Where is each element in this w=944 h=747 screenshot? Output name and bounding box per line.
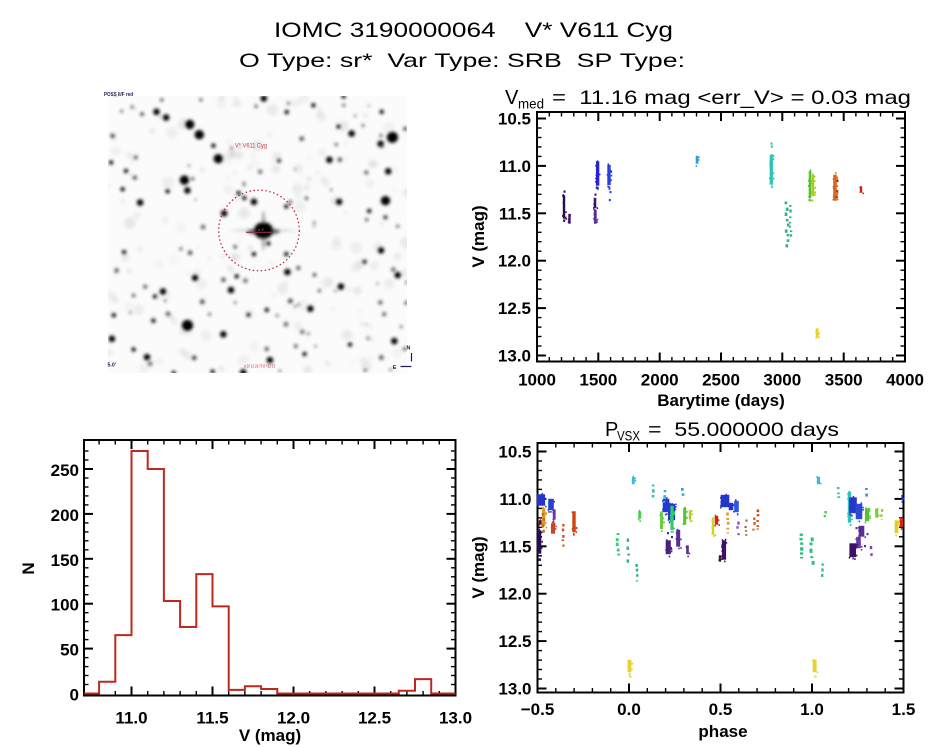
svg-text:−0.5: −0.5 bbox=[521, 700, 555, 719]
svg-text:E: E bbox=[393, 365, 397, 371]
svg-text:O Type: sr* Var Type: SRB SP: O Type: sr* Var Type: SRB SP Type: bbox=[239, 50, 685, 72]
svg-text:V* V611 Cyg: V* V611 Cyg bbox=[235, 144, 267, 150]
svg-text:1.0: 1.0 bbox=[800, 700, 824, 719]
svg-text:Barytime (days): Barytime (days) bbox=[657, 391, 785, 410]
svg-text:200: 200 bbox=[51, 506, 79, 525]
svg-text:13.0: 13.0 bbox=[498, 680, 531, 699]
svg-text:= 11.16 mag <err_V> = 0.03 ma: = 11.16 mag <err_V> = 0.03 mag bbox=[552, 87, 911, 109]
svg-text:N: N bbox=[407, 346, 411, 352]
svg-text:5.0': 5.0' bbox=[108, 363, 116, 369]
svg-text:12.0: 12.0 bbox=[498, 252, 531, 271]
svg-text:phase: phase bbox=[698, 722, 747, 741]
svg-text:4000: 4000 bbox=[886, 371, 924, 390]
svg-text:V (mag): V (mag) bbox=[469, 205, 488, 267]
svg-text:11.5: 11.5 bbox=[499, 204, 531, 223]
svg-text:13.0: 13.0 bbox=[498, 347, 531, 366]
svg-text:N: N bbox=[19, 562, 38, 574]
svg-text:11.5: 11.5 bbox=[196, 709, 228, 728]
svg-text:V: V bbox=[505, 87, 519, 109]
svg-text:1500: 1500 bbox=[579, 371, 617, 390]
svg-text:11.0: 11.0 bbox=[499, 490, 531, 509]
svg-text:12.0: 12.0 bbox=[498, 585, 531, 604]
svg-text:13.0: 13.0 bbox=[439, 709, 472, 728]
svg-text:α 20 13 28.70 δ +32 53: α 20 13 28.70 δ +32 53 bbox=[244, 363, 275, 368]
svg-text:1.5: 1.5 bbox=[892, 700, 916, 719]
svg-text:3000: 3000 bbox=[763, 371, 801, 390]
svg-text:10.5: 10.5 bbox=[498, 443, 531, 462]
svg-text:VSX: VSX bbox=[617, 429, 640, 444]
svg-text:12.5: 12.5 bbox=[498, 299, 531, 318]
svg-text:0.0: 0.0 bbox=[617, 700, 641, 719]
svg-text:2000: 2000 bbox=[641, 371, 679, 390]
svg-text:V (mag): V (mag) bbox=[469, 536, 488, 598]
svg-text:11.5: 11.5 bbox=[499, 537, 531, 556]
svg-text:100: 100 bbox=[51, 596, 79, 615]
svg-text:1000: 1000 bbox=[518, 371, 556, 390]
svg-text:V (mag): V (mag) bbox=[239, 726, 301, 745]
svg-text:P: P bbox=[605, 419, 618, 441]
svg-text:0: 0 bbox=[70, 686, 79, 705]
svg-text:2500: 2500 bbox=[702, 371, 740, 390]
svg-text:12.5: 12.5 bbox=[498, 632, 531, 651]
svg-text:POSS II/F red: POSS II/F red bbox=[104, 92, 133, 98]
svg-text:3500: 3500 bbox=[825, 371, 863, 390]
svg-text:= 55.000000 days: = 55.000000 days bbox=[648, 419, 839, 441]
svg-text:150: 150 bbox=[51, 551, 79, 570]
svg-text:250: 250 bbox=[51, 461, 79, 480]
svg-text:11.0: 11.0 bbox=[499, 157, 531, 176]
svg-text:11.0: 11.0 bbox=[115, 709, 147, 728]
svg-text:10.5: 10.5 bbox=[498, 110, 531, 129]
svg-text:IOMC 3190000064 V* V611 Cyg: IOMC 3190000064 V* V611 Cyg bbox=[274, 18, 673, 42]
svg-text:12.0: 12.0 bbox=[277, 709, 310, 728]
svg-text:50: 50 bbox=[60, 641, 79, 660]
svg-text:12.5: 12.5 bbox=[358, 709, 391, 728]
svg-text:med: med bbox=[518, 97, 544, 112]
svg-text:0.5: 0.5 bbox=[709, 700, 733, 719]
